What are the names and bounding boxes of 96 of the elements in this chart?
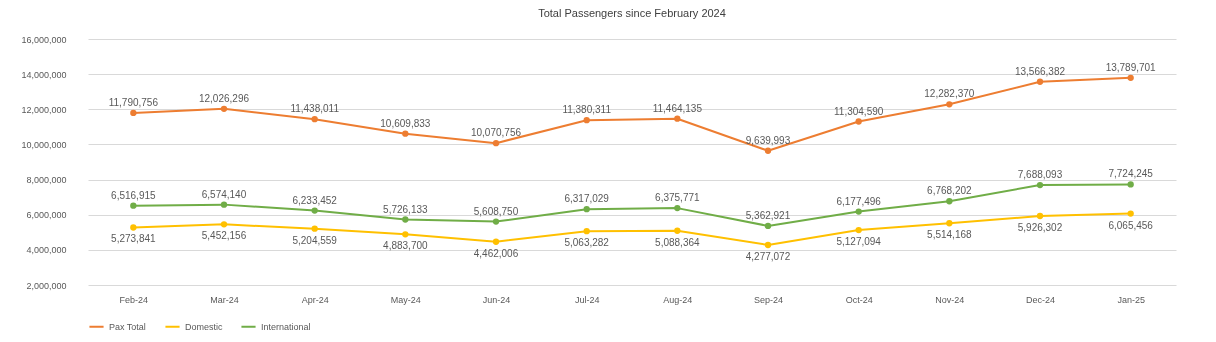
data-label: 5,926,302 [1017,222,1063,234]
y-tick-label: 12,000,000 [21,104,67,115]
point [311,207,318,214]
point [1127,210,1134,217]
point [583,117,590,124]
point [311,116,318,123]
data-label: 5,273,841 [111,233,157,245]
data-label: 4,462,006 [473,247,519,259]
point [764,222,772,230]
data-label: 13,566,382 [1014,65,1066,77]
data-label: 6,065,456 [1108,219,1154,231]
x-tick-label: May-24 [390,294,421,305]
point [1127,74,1134,81]
point [764,147,772,154]
data-label: 12,026,296 [198,92,250,104]
data-label: 5,088,364 [655,236,701,248]
point [130,224,137,231]
point [674,227,681,234]
point [220,221,228,228]
point [764,241,772,249]
data-label: 5,608,750 [473,205,519,217]
chart-title: Total Passengers since February 2024 [538,7,726,19]
data-label: 5,127,094 [836,236,882,248]
point [674,204,681,212]
point [220,201,228,208]
point [946,101,953,108]
point [311,225,318,232]
point [855,118,862,125]
legend-label: International [261,321,311,332]
data-label: 6,177,496 [836,195,882,207]
data-label: 12,282,370 [924,88,975,100]
y-tick-label: 16,000,000 [21,34,67,45]
data-label: 5,726,133 [383,203,429,215]
point [1036,78,1044,85]
data-label: 11,464,135 [652,102,703,114]
data-label: 10,609,833 [380,117,431,129]
point [220,105,228,112]
point [492,218,500,225]
point [492,238,500,245]
data-label: 5,204,559 [292,234,338,246]
x-tick-label: Apr-24 [301,294,329,305]
legend-label: Pax Total [109,321,146,332]
point [855,226,862,234]
point [402,216,409,223]
x-tick-label: Dec-24 [1025,294,1056,305]
point [492,140,500,147]
legend-label: Domestic [185,321,224,332]
data-label: 11,438,011 [290,103,340,115]
point [583,205,590,213]
point [402,130,409,137]
data-label: 11,304,590 [834,105,884,117]
data-label: 6,233,452 [292,194,338,206]
data-label: 6,317,029 [564,193,610,205]
data-label: 6,516,915 [111,189,157,201]
x-tick-label: Jan-25 [1117,294,1145,305]
data-label: 5,514,168 [927,229,973,241]
x-tick-label: Jun-24 [482,294,511,305]
x-tick-label: Oct-24 [845,294,873,305]
data-label: 6,375,771 [655,192,701,204]
y-tick-label: 10,000,000 [21,139,67,150]
point [402,231,409,238]
data-label: 5,362,921 [745,209,791,221]
data-label: 9,639,993 [745,134,791,146]
x-tick-label: Jul-24 [574,294,600,305]
x-tick-label: Aug-24 [663,294,693,305]
x-tick-label: Sep-24 [753,294,784,305]
x-tick-label: Nov-24 [935,294,965,305]
data-label: 6,768,202 [927,185,973,197]
data-label: 11,790,756 [108,96,159,108]
data-label: 5,452,156 [201,230,247,242]
point [1127,181,1134,188]
point [1036,181,1044,189]
point [855,208,862,215]
point [130,202,137,209]
data-label: 11,380,311 [562,104,612,116]
point [946,198,953,205]
y-tick-label: 2,000,000 [26,280,67,291]
data-label: 7,724,245 [1108,168,1154,180]
data-label: 10,070,756 [470,127,522,139]
point [130,109,137,117]
data-label: 4,883,700 [383,240,429,252]
point [674,115,681,122]
x-tick-label: Feb-24 [119,294,149,305]
point [1036,212,1044,220]
data-label: 13,789,701 [1105,61,1157,73]
x-tick-label: Mar-24 [210,294,239,305]
data-label: 5,063,282 [564,237,610,249]
point [583,228,590,235]
y-tick-label: 4,000,000 [26,245,67,256]
y-tick-label: 14,000,000 [21,69,67,80]
data-label: 6,574,140 [201,188,247,200]
data-label: 7,688,093 [1017,169,1063,181]
point [946,220,953,227]
y-tick-label: 6,000,000 [26,210,67,221]
y-tick-label: 8,000,000 [26,175,67,186]
data-label: 4,277,072 [745,250,791,262]
